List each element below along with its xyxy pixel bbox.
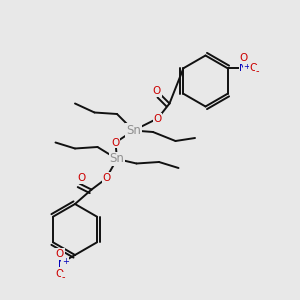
Text: O: O (239, 53, 247, 63)
Text: O: O (153, 86, 161, 97)
Text: +: + (62, 257, 68, 266)
Text: O: O (111, 137, 120, 148)
Text: Sn: Sn (110, 152, 124, 166)
Text: O: O (250, 63, 258, 73)
Text: O: O (77, 173, 85, 183)
Text: Sn: Sn (126, 124, 141, 137)
Text: O: O (153, 113, 162, 124)
Text: O: O (56, 269, 64, 279)
Text: N: N (58, 259, 65, 269)
Text: N: N (239, 63, 247, 73)
Text: O: O (56, 249, 64, 259)
Text: -: - (62, 272, 65, 282)
Text: +: + (243, 62, 250, 71)
Text: -: - (256, 66, 259, 76)
Text: O: O (102, 172, 111, 183)
